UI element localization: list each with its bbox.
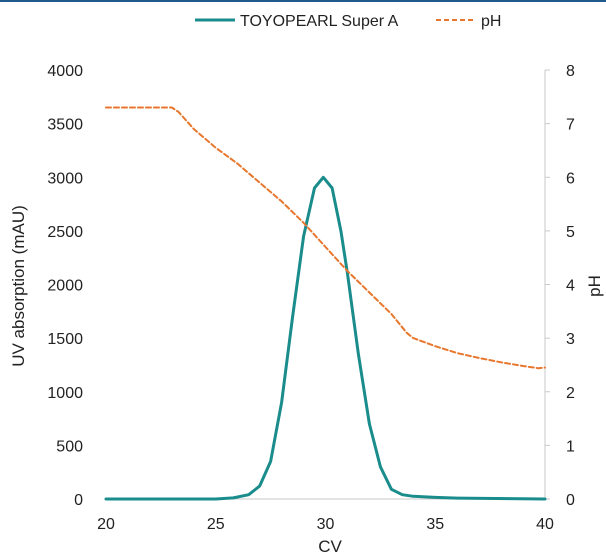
y-left-tick-label: 4000 bbox=[47, 63, 83, 80]
y-left-tick-label: 0 bbox=[74, 492, 83, 509]
x-tick-labels: 20 25 30 35 40 bbox=[97, 516, 554, 533]
x-tick-label: 25 bbox=[207, 516, 225, 533]
y-left-tick-label: 1000 bbox=[47, 385, 83, 402]
x-tick-label: 40 bbox=[536, 516, 554, 533]
y-left-tick-label: 3500 bbox=[47, 117, 83, 134]
x-tick-label: 20 bbox=[97, 516, 115, 533]
top-border-rule bbox=[0, 0, 606, 2]
y-right-tick-label: 8 bbox=[566, 63, 575, 80]
y-right-tick-label: 5 bbox=[566, 224, 575, 241]
y-right-tick-label: 0 bbox=[566, 492, 575, 509]
legend-label: TOYOPEARL Super A bbox=[240, 13, 399, 30]
y-right-tick-label: 2 bbox=[566, 385, 575, 402]
y-right-tick-label: 4 bbox=[566, 278, 575, 295]
x-tick-label: 35 bbox=[426, 516, 444, 533]
y-right-tick-labels: 0 1 2 3 4 5 6 7 8 bbox=[545, 63, 575, 509]
y-left-tick-label: 2500 bbox=[47, 224, 83, 241]
x-tick-label: 30 bbox=[317, 516, 335, 533]
y-left-tick-label: 3000 bbox=[47, 170, 83, 187]
series-line-uv-absorption bbox=[104, 175, 547, 501]
y-left-tick-label: 500 bbox=[56, 438, 83, 455]
axes bbox=[106, 70, 546, 500]
y-right-tick-label: 1 bbox=[566, 438, 575, 455]
y-right-tick-label: 3 bbox=[566, 331, 575, 348]
y-right-tick-label: 7 bbox=[566, 117, 575, 134]
series-layer bbox=[104, 106, 547, 501]
y-left-tick-label: 2000 bbox=[47, 278, 83, 295]
y-right-axis-title: pH bbox=[585, 275, 604, 297]
y-right-tick-label: 6 bbox=[566, 170, 575, 187]
y-left-tick-label: 1500 bbox=[47, 331, 83, 348]
legend: TOYOPEARL Super A pH bbox=[195, 13, 501, 30]
y-left-axis-title: UV absorption (mAU) bbox=[9, 205, 28, 367]
y-left-tick-labels: 0 500 1000 1500 2000 2500 3000 3500 4000 bbox=[47, 63, 83, 509]
legend-label: pH bbox=[481, 13, 501, 30]
series-line-ph bbox=[105, 106, 546, 370]
x-axis-title: CV bbox=[318, 537, 342, 552]
